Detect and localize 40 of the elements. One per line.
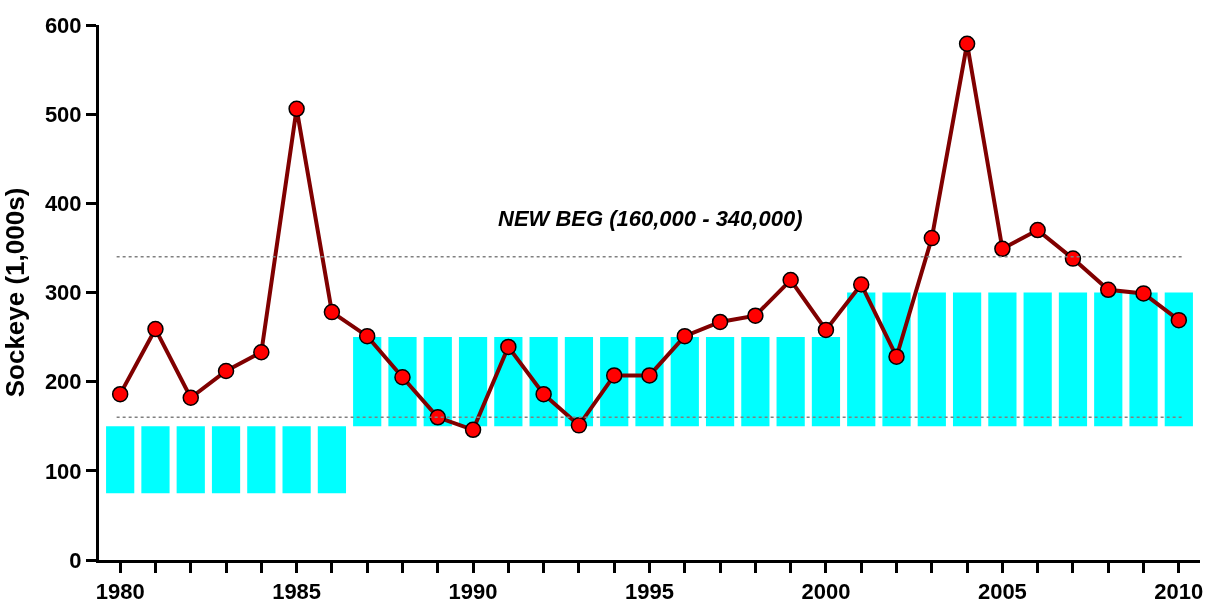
bar: [1094, 292, 1123, 427]
bar: [988, 292, 1017, 427]
y-axis-title: Sockeye (1,000s): [0, 187, 30, 398]
bar: [282, 426, 311, 494]
bar: [776, 337, 805, 427]
bar: [670, 337, 699, 427]
ref-line-label: NEW BEG (160,000 - 340,000): [498, 206, 803, 231]
x-tick-label: 2010: [1154, 579, 1204, 605]
bar: [1164, 292, 1193, 427]
bar: [952, 292, 982, 427]
bar: [458, 337, 488, 427]
y-tick-label: 600: [44, 12, 82, 38]
y-tick-label: 200: [44, 369, 82, 395]
bar: [917, 292, 946, 427]
bar: [705, 337, 735, 427]
y-tick-label: 0: [69, 547, 82, 573]
x-tick-label: 1990: [448, 579, 498, 605]
bar: [741, 337, 770, 427]
bar: [247, 426, 276, 494]
bar: [564, 337, 594, 427]
bar: [353, 337, 382, 427]
bar: [811, 337, 841, 427]
bar: [211, 426, 241, 494]
x-tick-label: 2005: [977, 579, 1027, 605]
y-tick-label: 400: [44, 191, 82, 217]
bar: [847, 292, 876, 427]
bar: [176, 426, 205, 494]
y-tick-label: 500: [44, 101, 82, 127]
x-tick-label: 1980: [95, 579, 145, 605]
y-tick-label: 100: [44, 458, 82, 484]
x-tick-label: 1995: [625, 579, 674, 605]
bar: [1129, 292, 1158, 427]
bar: [1023, 292, 1052, 427]
bar: [1058, 292, 1088, 427]
bar: [141, 426, 170, 494]
x-tick-label: 2000: [801, 579, 851, 605]
bar: [317, 426, 347, 494]
x-tick-label: 1985: [272, 579, 322, 605]
bar: [106, 426, 135, 494]
y-tick-label: 300: [44, 280, 82, 306]
